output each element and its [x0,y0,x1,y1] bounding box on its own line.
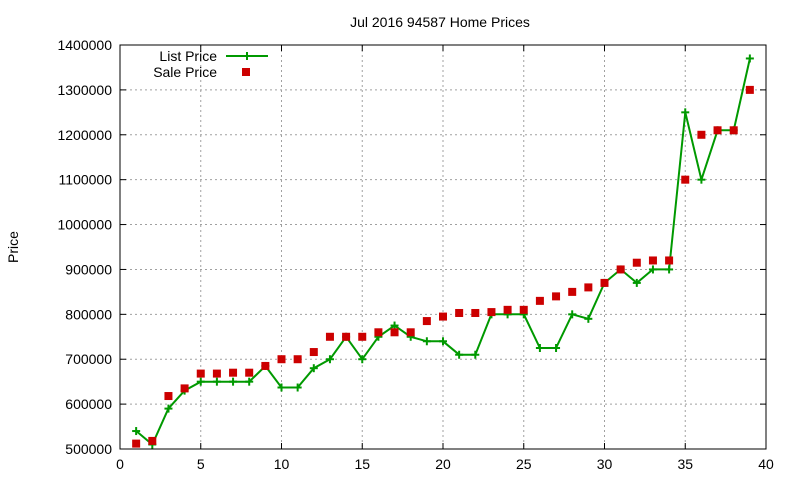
sale-price-point [503,305,512,314]
sale-price-point [729,126,738,135]
sale-price-point [568,287,577,296]
x-axis-ticks: 0 5 10 15 20 25 30 35 40 [116,45,774,472]
sale-price-point [648,256,657,265]
list-price-point [455,350,464,359]
legend-marks [226,52,268,76]
sale-price-point [519,305,528,314]
sale-price-point [487,308,496,317]
x-tick-label: 25 [516,456,532,472]
series-sale-price [132,85,754,448]
sale-price-point [196,369,205,378]
list-price-point [245,377,254,386]
y-tick-label: 700000 [65,351,112,367]
y-axis-ticks: 500000 600000 700000 800000 900000 1000000 110… [57,37,766,457]
list-price-point [325,355,334,364]
sale-price-point [665,256,674,265]
list-price-point [196,377,205,386]
grid-lines [120,45,766,449]
list-price-point [665,265,674,274]
list-price-point [277,383,286,392]
list-price-point [648,265,657,274]
sale-price-point [261,361,270,370]
x-tick-label: 30 [597,456,613,472]
sale-price-point [245,368,254,377]
sale-price-point [697,130,706,139]
y-tick-label: 1400000 [57,37,112,53]
sale-price-point [342,332,351,341]
list-price-point [584,314,593,323]
y-tick-label: 1200000 [57,127,112,143]
list-price-point [293,383,302,392]
sale-price-point [164,392,173,401]
list-price-point [439,337,447,346]
list-price-point [390,321,399,330]
y-axis-label: Price [5,231,21,263]
sale-price-point [229,368,238,377]
sale-price-point [745,85,754,94]
sale-price-point [358,332,367,341]
sale-price-point [632,258,641,267]
list-price-point [164,404,173,413]
sale-price-point [293,355,302,364]
sale-price-point [471,308,480,317]
legend: List Price Sale Price [153,48,268,80]
sale-price-point [422,317,431,326]
sale-price-point [374,328,383,337]
list-price-point [471,350,480,359]
sale-price-point [390,328,399,337]
list-price-point [697,175,706,184]
chart-title: Jul 2016 94587 Home Prices [350,14,530,30]
x-tick-label: 15 [354,456,370,472]
sale-price-point [212,369,221,378]
sale-price-point [713,126,722,135]
sale-price-point [277,355,286,364]
y-tick-label: 1300000 [57,82,112,98]
list-price-point [229,377,238,386]
list-price-point [422,337,431,346]
sale-price-point [325,332,334,341]
x-tick-label: 40 [758,456,774,472]
list-price-point [632,278,641,287]
legend-label-sale-price: Sale Price [153,64,217,80]
list-price-point [568,310,577,319]
y-tick-label: 900000 [65,261,112,277]
x-tick-label: 0 [116,456,124,472]
sale-price-point [132,439,141,448]
list-price-point [309,364,318,373]
sale-price-point [180,384,189,393]
x-tick-label: 20 [435,456,451,472]
sale-price-point [552,292,561,301]
sale-price-point [584,283,593,292]
sale-price-point [439,312,447,321]
list-price-point [552,344,561,352]
legend-label-list-price: List Price [159,48,217,64]
sale-price-point [455,308,464,317]
x-tick-label: 5 [197,456,205,472]
list-price-point [535,344,544,352]
y-tick-label: 1100000 [59,172,113,188]
y-tick-label: 1000000 [57,217,112,233]
legend-square-sale-price [242,68,250,76]
sale-price-point [616,265,625,274]
x-tick-label: 10 [274,456,290,472]
sale-price-point [600,278,609,287]
list-price-point [745,54,754,63]
sale-price-point [406,328,415,337]
y-tick-label: 600000 [65,396,112,412]
list-price-point [212,377,221,386]
legend-plus-list-price [243,52,251,60]
x-tick-label: 35 [677,456,693,472]
sale-price-point [681,175,690,184]
sale-price-point [148,436,157,445]
list-price-point [681,108,690,117]
y-tick-label: 800000 [65,306,112,322]
sale-price-point [535,296,544,305]
sale-price-point [309,348,318,357]
list-price-point [358,355,367,364]
list-price-point [132,427,141,436]
y-tick-label: 500000 [65,441,112,457]
